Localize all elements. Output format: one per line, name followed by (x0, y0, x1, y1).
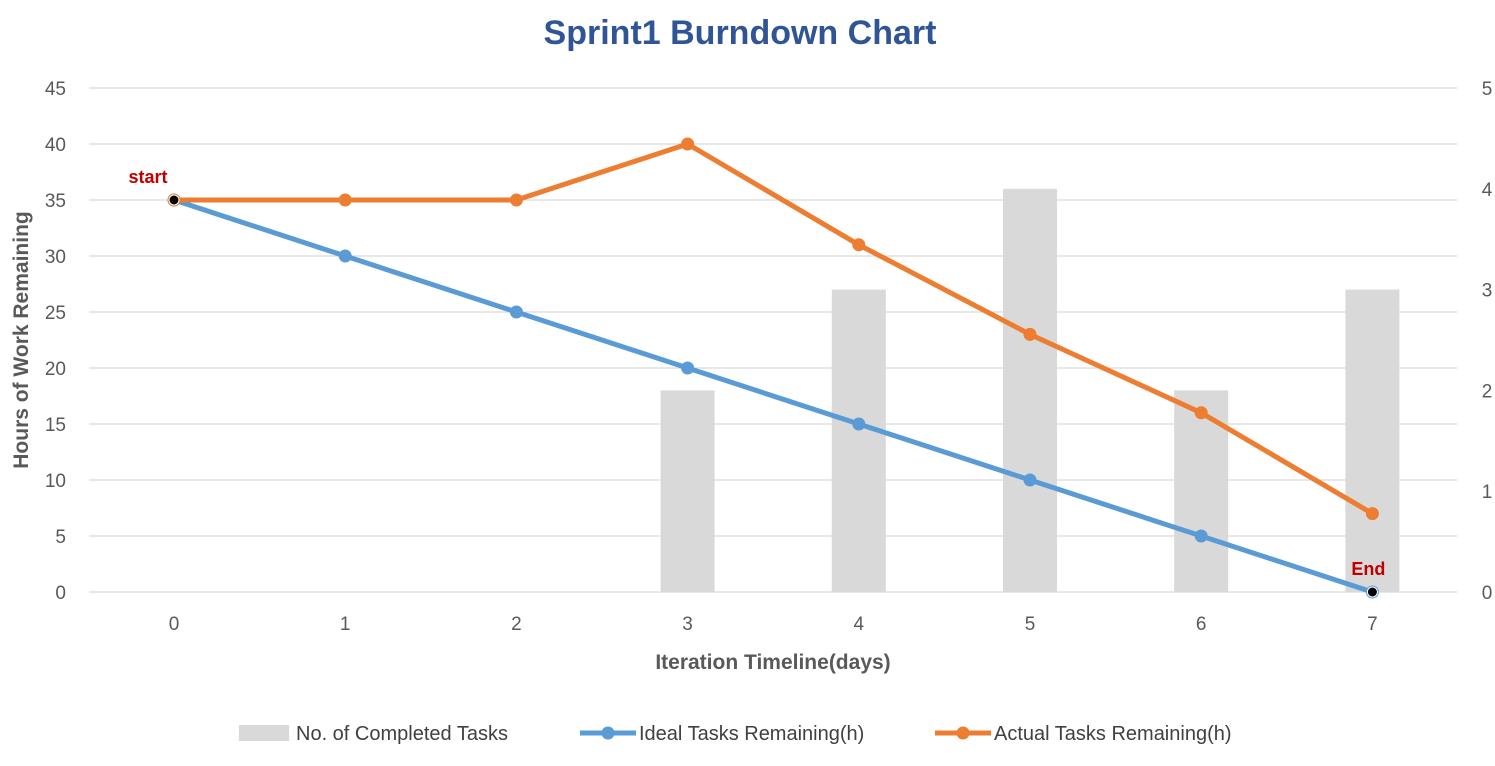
y-tick-label: 45 (45, 79, 66, 100)
y-tick-label: 20 (45, 359, 66, 380)
data-point (852, 238, 866, 252)
y2-tick-label: 3 (1482, 281, 1493, 302)
data-point (1194, 529, 1208, 543)
y-tick-label: 5 (55, 527, 66, 548)
annotation-marker (1366, 586, 1378, 598)
bar (1174, 390, 1229, 592)
legend-marker (601, 726, 615, 740)
data-point (338, 249, 352, 263)
y2-tick-label: 0 (1482, 583, 1493, 604)
data-point (681, 361, 695, 375)
data-point (852, 417, 866, 431)
data-point (1365, 507, 1379, 521)
data-point (681, 137, 695, 151)
data-point (509, 193, 523, 207)
x-tick-label: 6 (1196, 614, 1207, 635)
annotations: start End (128, 167, 1385, 598)
legend-label: Actual Tasks Remaining(h) (994, 723, 1232, 745)
legend-label: No. of Completed Tasks (296, 723, 508, 745)
y-tick-label: 35 (45, 191, 66, 212)
x-tick-label: 1 (340, 614, 351, 635)
data-point (1023, 473, 1037, 487)
annotation-marker (168, 194, 180, 206)
series-line (171, 141, 1375, 517)
annotation-label: End (1351, 559, 1385, 579)
data-point (1023, 327, 1037, 341)
chart-title: Sprint1 Burndown Chart (544, 14, 937, 52)
bar (831, 289, 886, 592)
legend: No. of Completed Tasks Ideal Tasks Remain… (239, 723, 1232, 745)
x-tick-label: 0 (169, 614, 180, 635)
x-tick-label: 5 (1025, 614, 1036, 635)
y-tick-label: 10 (45, 471, 66, 492)
y2-tick-label: 1 (1482, 482, 1493, 503)
y2-tick-label: 2 (1482, 381, 1493, 402)
data-point (509, 305, 523, 319)
x-tick-label: 7 (1367, 614, 1378, 635)
x-tick-label: 4 (854, 614, 865, 635)
bar (1003, 188, 1057, 593)
legend-marker (956, 726, 970, 740)
legend-swatch (239, 725, 289, 741)
y-tick-label: 25 (45, 303, 66, 324)
legend-label: Ideal Tasks Remaining(h) (639, 723, 864, 745)
y2-tick-label: 5 (1482, 79, 1493, 100)
x-tick-label: 2 (511, 614, 522, 635)
gridlines (89, 87, 1457, 593)
y-axis-title: Hours of Work Remaining (10, 211, 33, 468)
bar (660, 390, 715, 592)
data-point (338, 193, 352, 207)
bar-series (660, 188, 1400, 593)
y-tick-label: 0 (55, 583, 66, 604)
y-tick-label: 15 (45, 415, 66, 436)
bar (1345, 289, 1400, 592)
x-tick-label: 3 (682, 614, 693, 635)
x-axis-title: Iteration Timeline(days) (655, 651, 890, 674)
data-point (1194, 406, 1208, 420)
annotation-label: start (128, 167, 167, 187)
y2-tick-label: 4 (1482, 180, 1493, 201)
y-tick-label: 30 (45, 247, 66, 268)
series-line (171, 197, 1375, 595)
y-tick-label: 40 (45, 135, 66, 156)
